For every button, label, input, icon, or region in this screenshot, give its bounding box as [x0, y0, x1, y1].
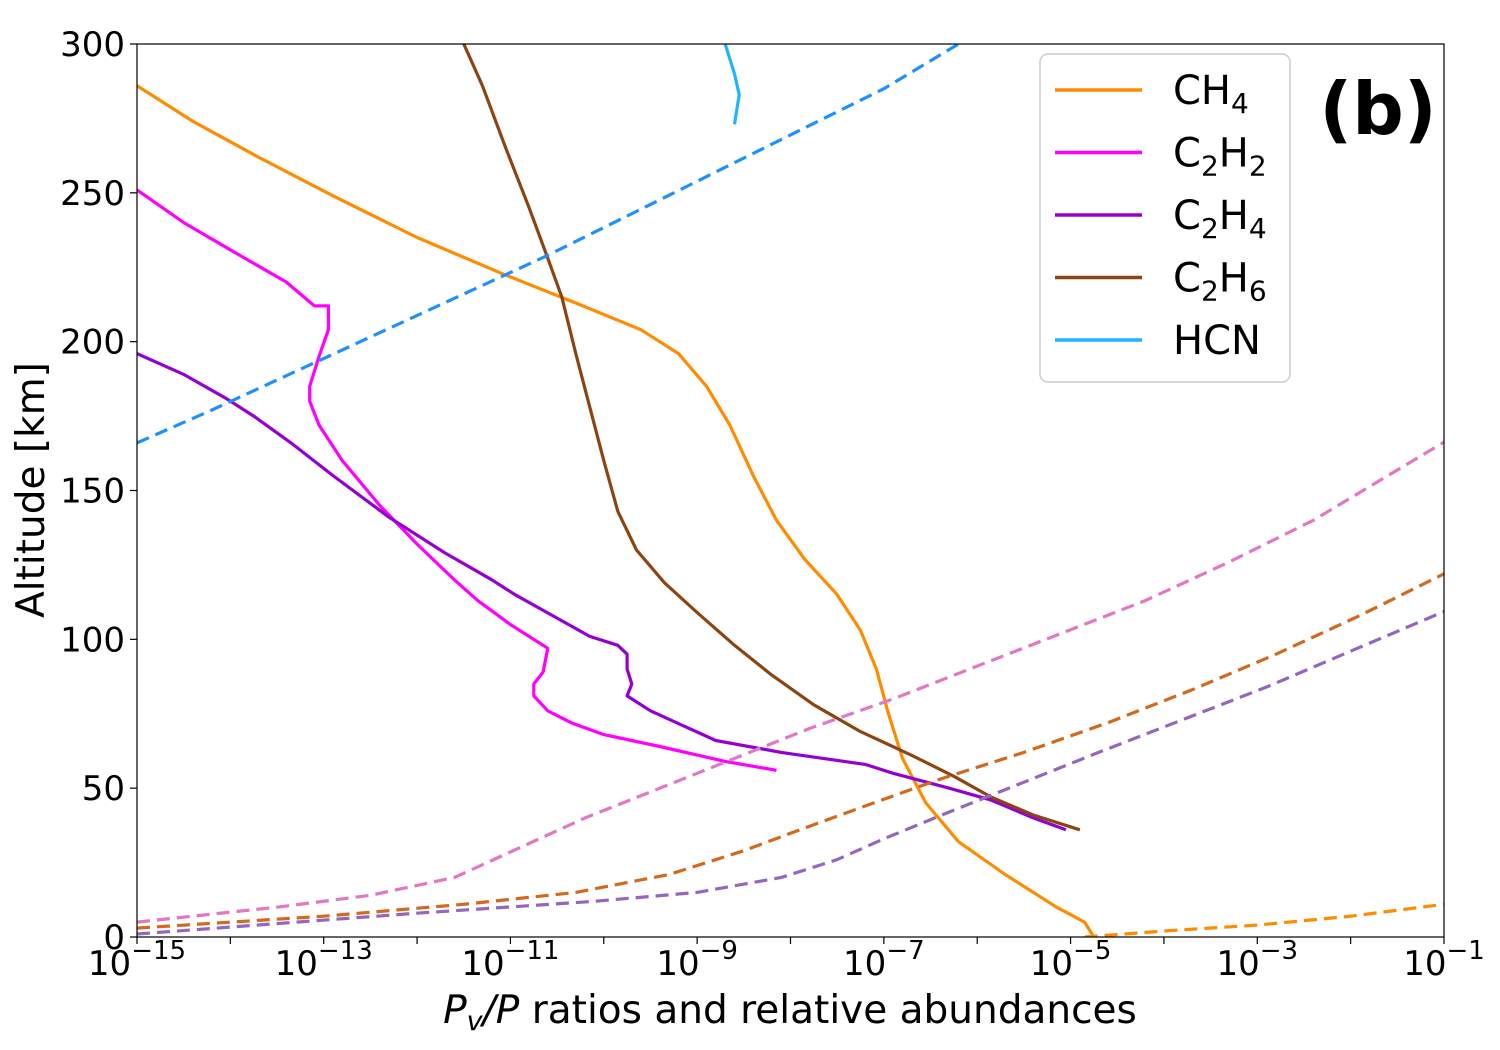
series-line-c2h4-saturation	[137, 609, 1444, 936]
y-tick-label: 300	[60, 25, 125, 65]
x-tick-label: 10−9	[656, 936, 738, 984]
y-tick-label: 0	[103, 918, 125, 958]
y-tick-label: 250	[60, 174, 125, 214]
y-axis-label: Altitude [km]	[9, 362, 54, 618]
legend-label: CH4	[1173, 68, 1249, 120]
series-layer	[137, 44, 1444, 937]
x-tick-label: 10−5	[1030, 936, 1112, 984]
x-tick-label: 10−3	[1216, 936, 1298, 984]
series-line-c2h6	[462, 44, 1081, 832]
y-tick-label: 100	[60, 620, 125, 660]
series-line-c2h2-saturation	[137, 440, 1444, 924]
legend-box	[1039, 53, 1291, 383]
x-tick-label: 10−1	[1403, 936, 1485, 984]
series-line-hcn	[723, 44, 741, 125]
series-line-c2h2	[137, 188, 777, 772]
panel-label: (b)	[1319, 67, 1436, 151]
x-axis-label: Pv/P ratios and relative abundances	[443, 988, 1137, 1037]
x-tick-label: 10−7	[843, 936, 925, 984]
legend: CH4 C2H2 C2H4 C2H6 HCN	[1039, 53, 1291, 383]
series-line-ch4-saturation	[1084, 902, 1444, 937]
legend-label: C2H6	[1173, 256, 1267, 308]
x-tick-label: 10−11	[461, 936, 559, 984]
series-line-c2h4	[137, 352, 1067, 832]
series-line-ch4	[137, 84, 1096, 937]
y-axis: 0 50 100 150 200 250 300	[60, 25, 137, 958]
series-line-hcn-saturation	[137, 44, 960, 445]
series-line-c2h6-saturation	[137, 571, 1444, 930]
y-tick-label: 150	[60, 472, 125, 512]
legend-label: C2H4	[1173, 193, 1267, 245]
x-tick-label: 10−15	[88, 936, 186, 984]
legend-label: HCN	[1173, 318, 1261, 364]
legend-label: C2H2	[1173, 131, 1267, 183]
x-tick-label: 10−13	[275, 936, 373, 984]
y-tick-label: 50	[82, 769, 125, 809]
x-axis: 10−15 10−13 10−11 10−9 10−7 10−5 10−3 10−1	[88, 936, 1485, 984]
y-tick-label: 200	[60, 323, 125, 363]
